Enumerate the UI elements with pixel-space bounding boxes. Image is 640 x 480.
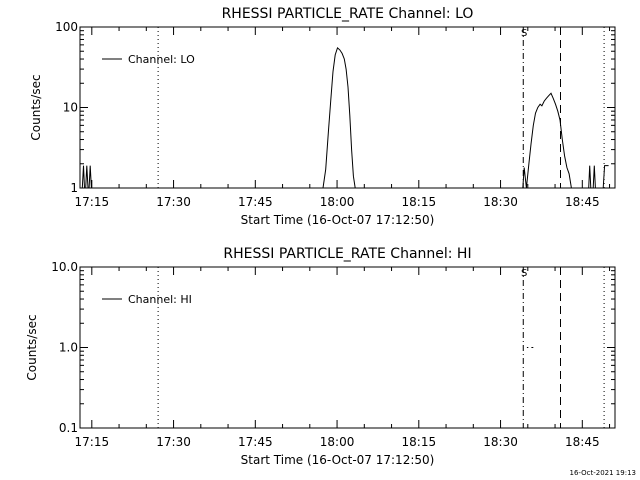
marker-label: S <box>521 28 527 39</box>
x-axis-label: Start Time (16-Oct-07 17:12:50) <box>241 213 435 227</box>
series-line-segment <box>588 165 596 189</box>
x-tick-label: 17:30 <box>156 195 191 209</box>
y-axis-label: Counts/sec <box>29 74 43 140</box>
y-tick-label: 100 <box>55 20 78 34</box>
series-line-segment <box>322 47 356 189</box>
marker-label: S <box>521 268 527 279</box>
x-tick-label: 17:45 <box>238 435 273 449</box>
x-tick-label: 17:15 <box>75 195 110 209</box>
x-tick-label: 18:15 <box>402 435 437 449</box>
footer-timestamp: 16-Oct-2021 19:13 <box>570 469 636 477</box>
x-tick-label: 17:45 <box>238 195 273 209</box>
x-tick-label: 17:30 <box>156 435 191 449</box>
y-axis-label: Counts/sec <box>25 314 39 380</box>
x-tick-label: 18:00 <box>320 435 355 449</box>
x-tick-label: 18:15 <box>402 195 437 209</box>
plot-frame <box>79 266 616 429</box>
x-tick-label: 18:45 <box>565 195 600 209</box>
series-line-segment <box>81 165 92 189</box>
chart-title: RHESSI PARTICLE_RATE Channel: HI <box>223 246 471 262</box>
y-tick-label: 10.0 <box>51 260 78 274</box>
hi-channel-panel: RHESSI PARTICLE_RATE Channel: HI 0.1 1.0 10… <box>25 246 616 467</box>
plot-frame <box>79 26 616 189</box>
series-line-segment <box>602 165 609 189</box>
y-tick-label: 0.1 <box>59 421 78 435</box>
x-axis-label: Start Time (16-Oct-07 17:12:50) <box>241 453 435 467</box>
legend-label: Channel: LO <box>128 53 195 66</box>
x-tick-label: 18:30 <box>483 195 518 209</box>
y-tick-label: 10 <box>63 101 78 115</box>
x-tick-label: 17:15 <box>75 435 110 449</box>
lo-channel-panel: RHESSI PARTICLE_RATE Channel: LO 1 10 100 17… <box>29 6 616 227</box>
y-tick-label: 1.0 <box>59 341 78 355</box>
series-line-segment <box>522 92 572 189</box>
y-tick-label: 1 <box>70 181 78 195</box>
x-tick-label: 18:30 <box>483 435 518 449</box>
legend-label: Channel: HI <box>128 293 192 306</box>
x-tick-label: 18:45 <box>565 435 600 449</box>
chart-title: RHESSI PARTICLE_RATE Channel: LO <box>222 6 474 22</box>
x-tick-label: 18:00 <box>320 195 355 209</box>
